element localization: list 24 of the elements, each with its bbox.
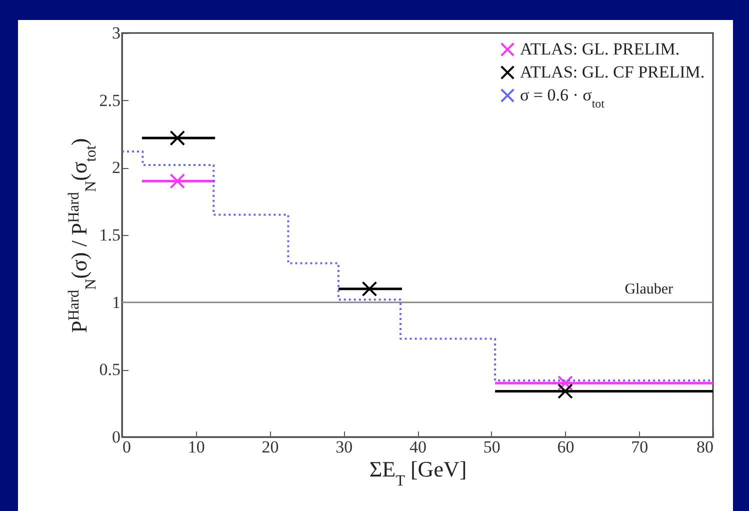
point (170, 173, 186, 189)
x-tick-label: 70 (631, 438, 648, 456)
x-tick-label: 40 (410, 438, 426, 456)
x-tick-label: 50 (483, 438, 500, 456)
legend-label: ATLAS: GL. CF PRELIM. (520, 62, 705, 82)
x-axis-title: ΣE$_{T}$ [GeV] (369, 456, 467, 489)
x-tick-label: 60 (557, 438, 574, 456)
x-tick-label: 80 (696, 438, 714, 456)
y-tick-label: 3 (112, 24, 120, 42)
x-tick-label: 30 (336, 438, 353, 456)
point (170, 130, 186, 146)
y-tick-label: 1 (112, 292, 120, 312)
y-tick-label: 1.5 (99, 226, 120, 244)
y-tick-label: 2.5 (99, 90, 120, 110)
x-tick-label: 20 (262, 438, 279, 456)
legend-label: σ = 0.6 · σ$_{tot}$ (520, 86, 606, 110)
legend-label: ATLAS: GL. PRELIM. (520, 40, 680, 58)
point (558, 375, 573, 391)
y-tick-label: 0.5 (99, 360, 120, 380)
y-tick-label: 2 (112, 158, 120, 178)
point (558, 384, 573, 399)
point (362, 281, 378, 297)
ref-line-label: Glauber (624, 281, 674, 298)
x-tick-label: 10 (188, 438, 205, 456)
